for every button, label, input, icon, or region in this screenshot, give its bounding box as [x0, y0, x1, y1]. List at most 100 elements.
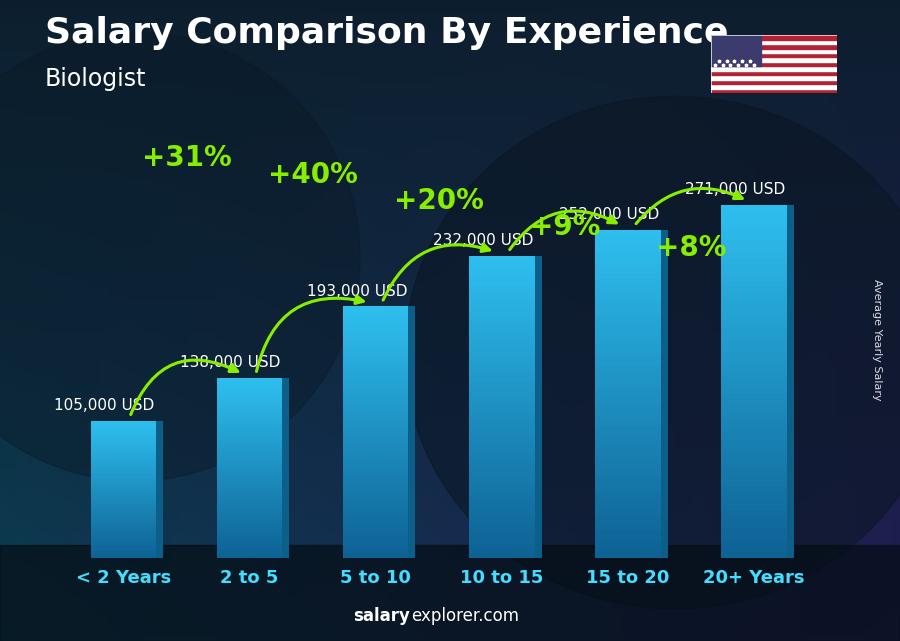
Bar — [217, 507, 283, 510]
Bar — [469, 467, 535, 472]
Bar — [91, 464, 157, 467]
Bar — [469, 447, 535, 452]
Bar — [343, 407, 409, 411]
Bar — [595, 257, 661, 263]
Text: explorer.com: explorer.com — [411, 607, 519, 625]
Bar — [721, 222, 787, 228]
Bar — [343, 465, 409, 470]
Bar — [91, 476, 157, 478]
Bar — [721, 317, 787, 322]
Bar — [343, 437, 409, 440]
Bar — [711, 79, 837, 84]
Bar — [343, 508, 409, 512]
Bar — [721, 469, 787, 476]
Bar — [91, 446, 157, 448]
Bar — [721, 281, 787, 287]
Bar — [721, 376, 787, 381]
Bar — [217, 554, 283, 558]
Bar — [343, 419, 409, 424]
Bar — [217, 471, 283, 474]
Bar — [343, 495, 409, 499]
Bar — [91, 471, 157, 474]
Bar — [721, 352, 787, 358]
Bar — [91, 510, 157, 512]
Bar — [343, 353, 409, 357]
Bar — [469, 512, 535, 517]
Bar — [217, 393, 283, 396]
Bar — [711, 49, 837, 53]
Bar — [595, 274, 661, 279]
Bar — [595, 514, 661, 519]
Bar — [469, 367, 535, 372]
Bar — [721, 387, 787, 393]
Bar — [91, 448, 157, 451]
Bar — [595, 432, 661, 437]
Bar — [595, 437, 661, 443]
Bar — [343, 369, 409, 374]
Bar — [343, 482, 409, 487]
Bar — [343, 403, 409, 407]
Bar — [91, 521, 157, 524]
Bar — [217, 483, 283, 486]
Bar — [91, 462, 157, 464]
Bar — [721, 399, 787, 405]
Bar — [343, 336, 409, 340]
Bar — [217, 384, 283, 387]
Bar — [595, 317, 661, 322]
Bar — [595, 492, 661, 497]
Bar — [91, 526, 157, 528]
Bar — [343, 328, 409, 331]
Bar — [91, 551, 157, 553]
Bar — [91, 544, 157, 546]
Bar — [91, 524, 157, 526]
Bar — [217, 462, 283, 465]
Bar — [217, 549, 283, 552]
Bar — [469, 553, 535, 558]
Bar — [91, 453, 157, 455]
Bar — [721, 517, 787, 522]
Bar — [91, 512, 157, 514]
Bar — [595, 361, 661, 367]
Bar — [595, 350, 661, 355]
Bar — [217, 405, 283, 408]
Bar — [469, 472, 535, 477]
Bar — [595, 399, 661, 404]
Bar — [595, 421, 661, 426]
Bar — [469, 331, 535, 337]
Bar — [469, 517, 535, 522]
Bar — [595, 301, 661, 306]
Bar — [217, 450, 283, 453]
Bar — [595, 503, 661, 508]
Bar — [217, 411, 283, 414]
Bar — [469, 261, 535, 266]
Bar — [343, 549, 409, 553]
Bar — [343, 378, 409, 382]
Bar — [469, 503, 535, 507]
Bar — [343, 382, 409, 386]
Bar — [343, 545, 409, 549]
Bar — [0, 545, 900, 641]
Bar — [721, 258, 787, 263]
Bar — [469, 417, 535, 422]
Bar — [469, 477, 535, 482]
Text: +8%: +8% — [656, 235, 726, 262]
Text: salary: salary — [353, 607, 410, 625]
Bar — [469, 271, 535, 276]
Bar — [711, 40, 837, 44]
Bar — [469, 311, 535, 316]
Bar — [343, 499, 409, 503]
Bar — [595, 547, 661, 552]
Bar — [721, 417, 787, 422]
Bar — [721, 263, 787, 270]
Bar — [469, 432, 535, 437]
Bar — [721, 428, 787, 434]
Bar — [711, 44, 837, 49]
Polygon shape — [661, 229, 668, 558]
Bar — [91, 458, 157, 460]
Bar — [217, 408, 283, 411]
Bar — [721, 346, 787, 352]
Bar — [343, 524, 409, 528]
Bar — [469, 482, 535, 487]
Bar — [469, 286, 535, 291]
Bar — [217, 399, 283, 402]
